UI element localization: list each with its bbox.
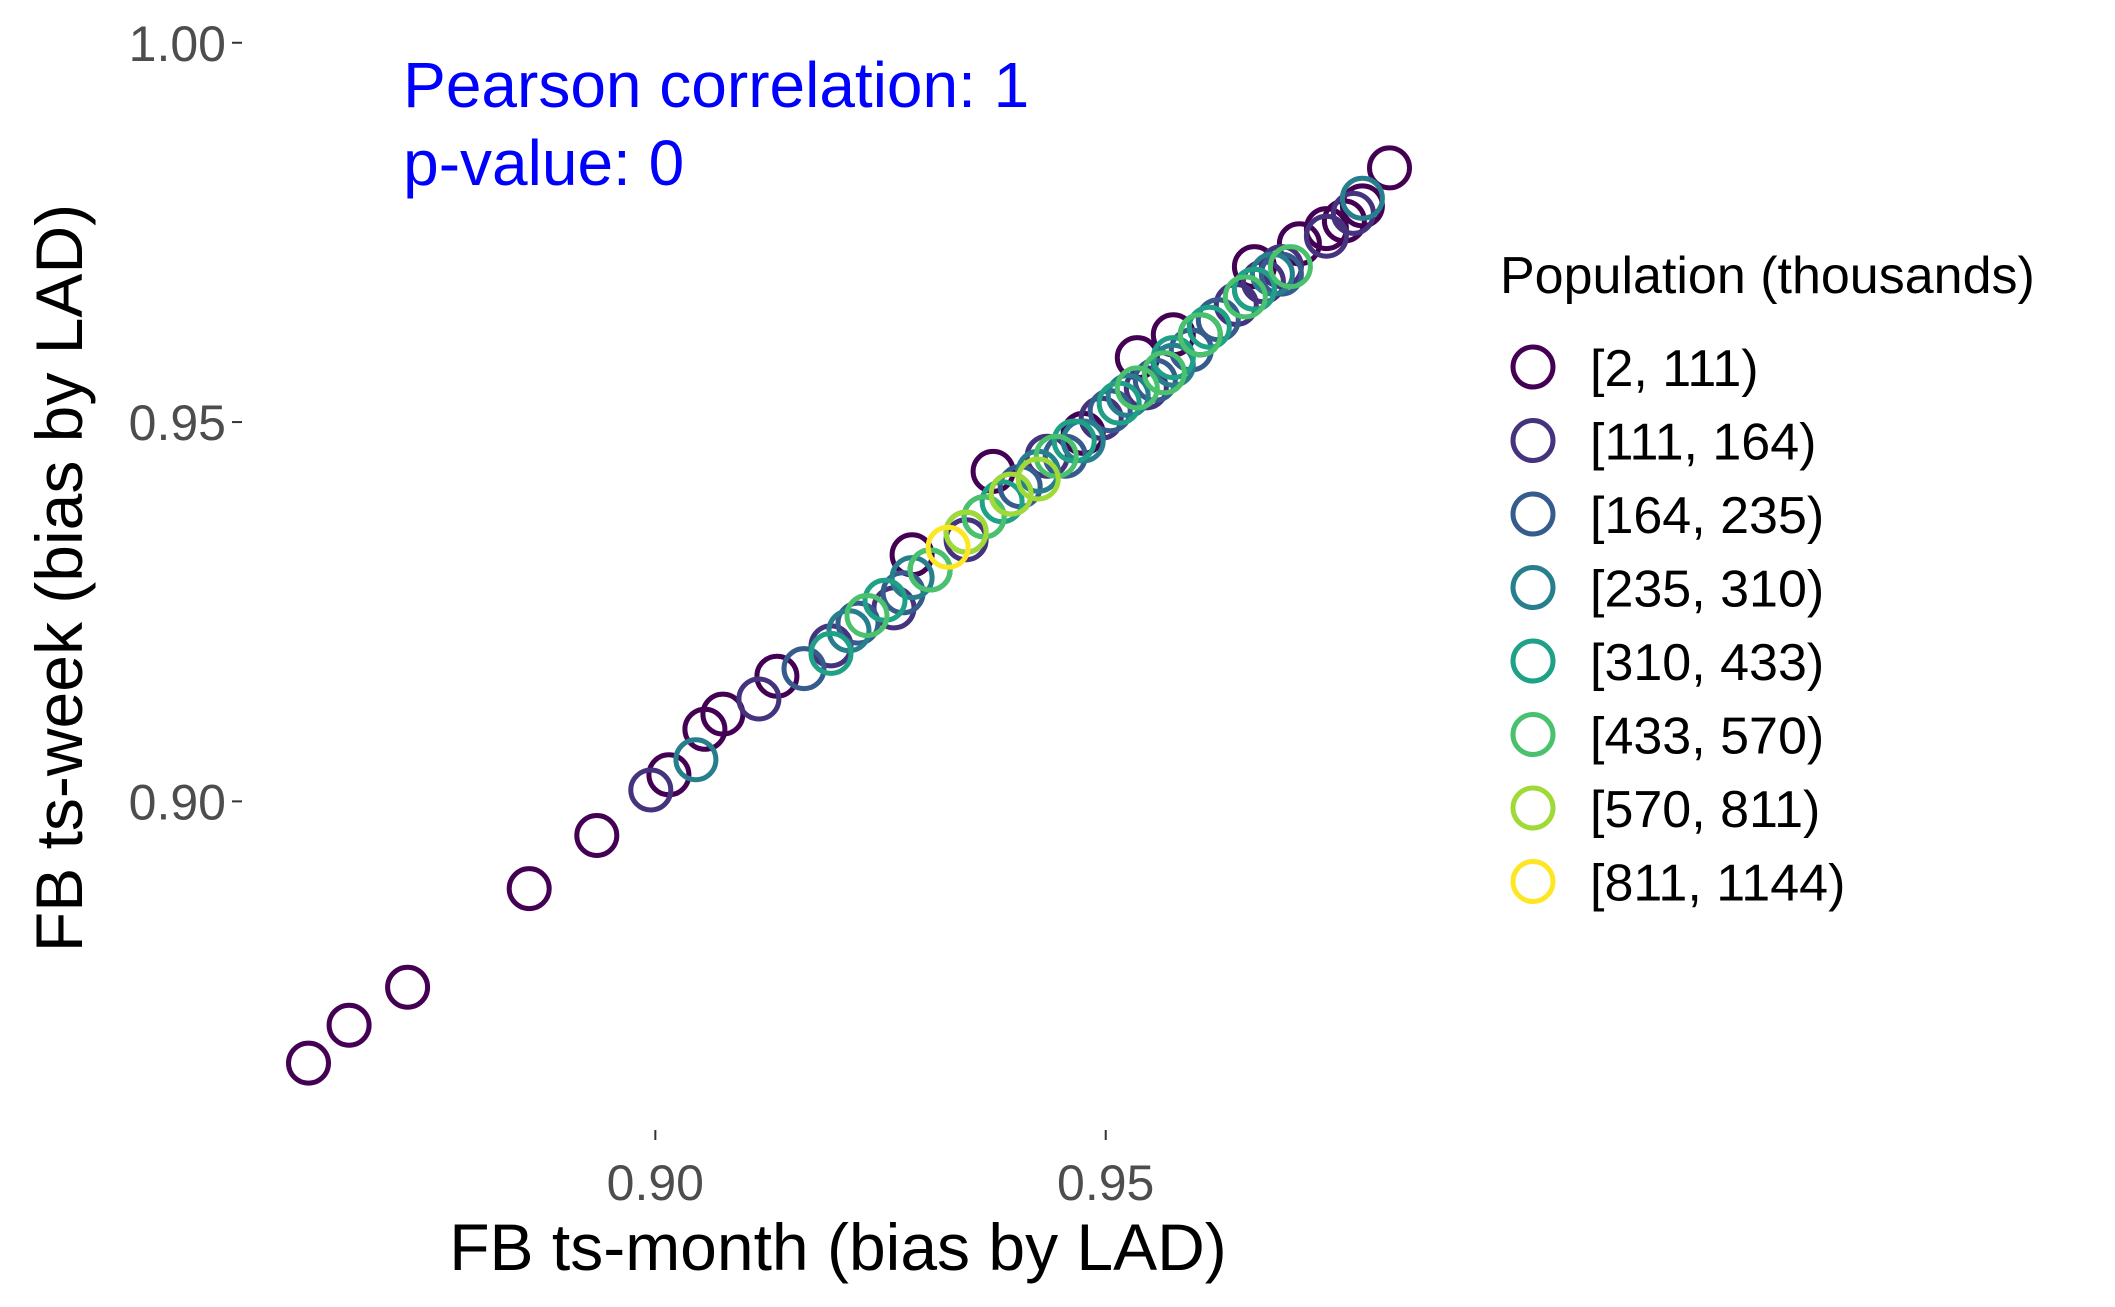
y-axis-title: FB ts-week (bias by LAD): [22, 204, 96, 952]
data-point: [509, 869, 549, 909]
data-point: [289, 1043, 329, 1083]
p-value-annotation: p-value: 0: [403, 127, 684, 199]
data-points: [289, 148, 1410, 1083]
legend-label: [164, 235): [1590, 487, 1824, 545]
legend-entries: [2, 111) [111, 164) [164, 235) [235, 310) [3…: [1513, 340, 1845, 913]
legend-label: [2, 111): [1590, 340, 1759, 398]
x-axis-ticks: 0.90 0.95: [607, 1130, 1155, 1211]
x-tick-label: 0.95: [1057, 1155, 1154, 1211]
legend-label: [111, 164): [1590, 414, 1816, 472]
legend-key: [1513, 568, 1553, 608]
legend-key: [1513, 347, 1553, 387]
y-tick-label: 0.95: [129, 395, 226, 451]
legend-label: [235, 310): [1590, 561, 1824, 619]
y-tick-label: 0.90: [129, 774, 226, 830]
y-tick-label: 1.00: [129, 16, 226, 72]
legend-key: [1513, 641, 1553, 681]
x-tick-label: 0.90: [607, 1155, 704, 1211]
correlation-annotation: Pearson correlation: 1: [403, 49, 1029, 121]
legend-key: [1513, 421, 1553, 461]
legend-label: [570, 811): [1590, 781, 1820, 839]
legend-label: [811, 1144): [1590, 855, 1845, 913]
x-axis-title: FB ts-month (bias by LAD): [449, 1210, 1227, 1284]
data-point: [388, 967, 428, 1007]
legend: Population (thousands) [2, 111) [111, 164…: [1500, 247, 2035, 913]
legend-key: [1513, 715, 1553, 755]
legend-key: [1513, 788, 1553, 828]
legend-label: [433, 570): [1590, 708, 1824, 766]
legend-key: [1513, 862, 1553, 902]
data-point: [577, 816, 617, 856]
legend-label: [310, 433): [1590, 634, 1824, 692]
legend-title: Population (thousands): [1500, 247, 2035, 305]
legend-key: [1513, 494, 1553, 534]
data-point: [329, 1005, 369, 1045]
y-axis-ticks: 0.90 0.95 1.00: [129, 16, 242, 831]
